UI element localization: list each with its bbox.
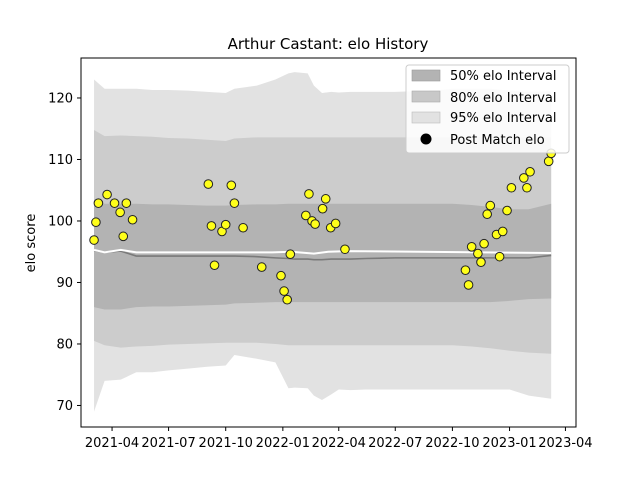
- chart-title: Arthur Castant: elo History: [228, 35, 429, 53]
- data-point: [121, 198, 132, 208]
- data-point: [93, 198, 104, 208]
- data-point: [91, 217, 101, 228]
- data-point: [460, 265, 471, 275]
- y-tick-label: 110: [48, 153, 73, 168]
- legend-label-80: 80% elo Interval: [450, 91, 557, 106]
- data-point: [330, 218, 341, 229]
- legend-label-95: 95% elo Interval: [450, 111, 557, 126]
- data-point: [109, 198, 120, 208]
- data-point: [502, 205, 512, 216]
- data-point: [479, 238, 489, 249]
- data-point: [525, 166, 535, 177]
- x-tick-label: 2021-07: [141, 436, 195, 451]
- data-point: [282, 294, 293, 305]
- y-tick-label: 90: [56, 276, 73, 291]
- x-tick-label: 2022-01: [256, 436, 310, 451]
- data-point: [118, 231, 129, 242]
- x-tick-label: 2021-10: [199, 436, 253, 451]
- x-tick-label: 2022-07: [368, 436, 422, 451]
- data-point: [310, 219, 320, 229]
- data-point: [229, 198, 240, 208]
- legend-swatch-95: [411, 111, 441, 124]
- data-point: [115, 207, 125, 218]
- y-tick-label: 80: [56, 337, 73, 352]
- y-tick-label: 120: [48, 91, 73, 106]
- legend-marker-point: [420, 133, 432, 145]
- data-point: [238, 222, 248, 233]
- data-point: [304, 189, 314, 199]
- data-point: [519, 173, 529, 183]
- median-line: [93, 249, 552, 261]
- x-tick-label: 2023-04: [538, 436, 592, 451]
- data-point: [317, 203, 328, 214]
- band-50: [94, 199, 552, 310]
- data-points: [89, 148, 556, 305]
- x-tick-label: 2021-04: [85, 436, 139, 451]
- data-point: [279, 286, 289, 296]
- mean-line: [93, 248, 552, 255]
- data-point: [256, 262, 267, 272]
- data-point: [127, 214, 138, 225]
- legend-swatch-50: [411, 69, 441, 82]
- data-point: [203, 179, 214, 189]
- legend: 50% elo Interval 80% elo Interval 95% el…: [405, 64, 570, 154]
- data-point: [482, 209, 492, 220]
- legend-label-points: Post Match elo: [450, 133, 545, 148]
- data-point: [276, 270, 286, 281]
- legend-label-50: 50% elo Interval: [450, 69, 557, 84]
- data-point: [497, 226, 508, 237]
- x-tick-label: 2022-04: [312, 436, 366, 451]
- data-point: [494, 251, 505, 262]
- data-point: [89, 235, 99, 245]
- y-tick-label: 100: [48, 214, 73, 229]
- data-point: [543, 156, 554, 167]
- data-point: [463, 280, 474, 290]
- data-point: [522, 182, 532, 193]
- y-tick-label: 70: [56, 399, 73, 414]
- data-point: [301, 210, 311, 221]
- y-axis-ticks: 70 80 90 100 110 120: [48, 91, 81, 414]
- data-point: [206, 221, 217, 231]
- data-point: [220, 219, 231, 230]
- data-point: [285, 249, 296, 259]
- y-axis-label: elo score: [24, 214, 39, 273]
- data-point: [466, 242, 477, 252]
- trend-lines: [93, 248, 552, 261]
- plot-frame: [80, 57, 577, 428]
- x-tick-label: 2022-10: [425, 436, 479, 451]
- data-point: [506, 182, 517, 193]
- x-tick-label: 2023-01: [482, 436, 536, 451]
- data-point: [340, 244, 350, 255]
- data-point: [473, 248, 483, 259]
- data-point: [226, 180, 237, 191]
- data-point: [476, 257, 486, 267]
- legend-swatch-80: [411, 90, 441, 103]
- x-axis-ticks: 2021-04 2021-07 2021-10 2022-01 2022-04 2022-…: [85, 427, 593, 451]
- data-point: [485, 200, 496, 211]
- data-point: [320, 194, 331, 204]
- data-point: [102, 189, 112, 200]
- data-point: [209, 260, 220, 271]
- legend-box: [405, 64, 570, 154]
